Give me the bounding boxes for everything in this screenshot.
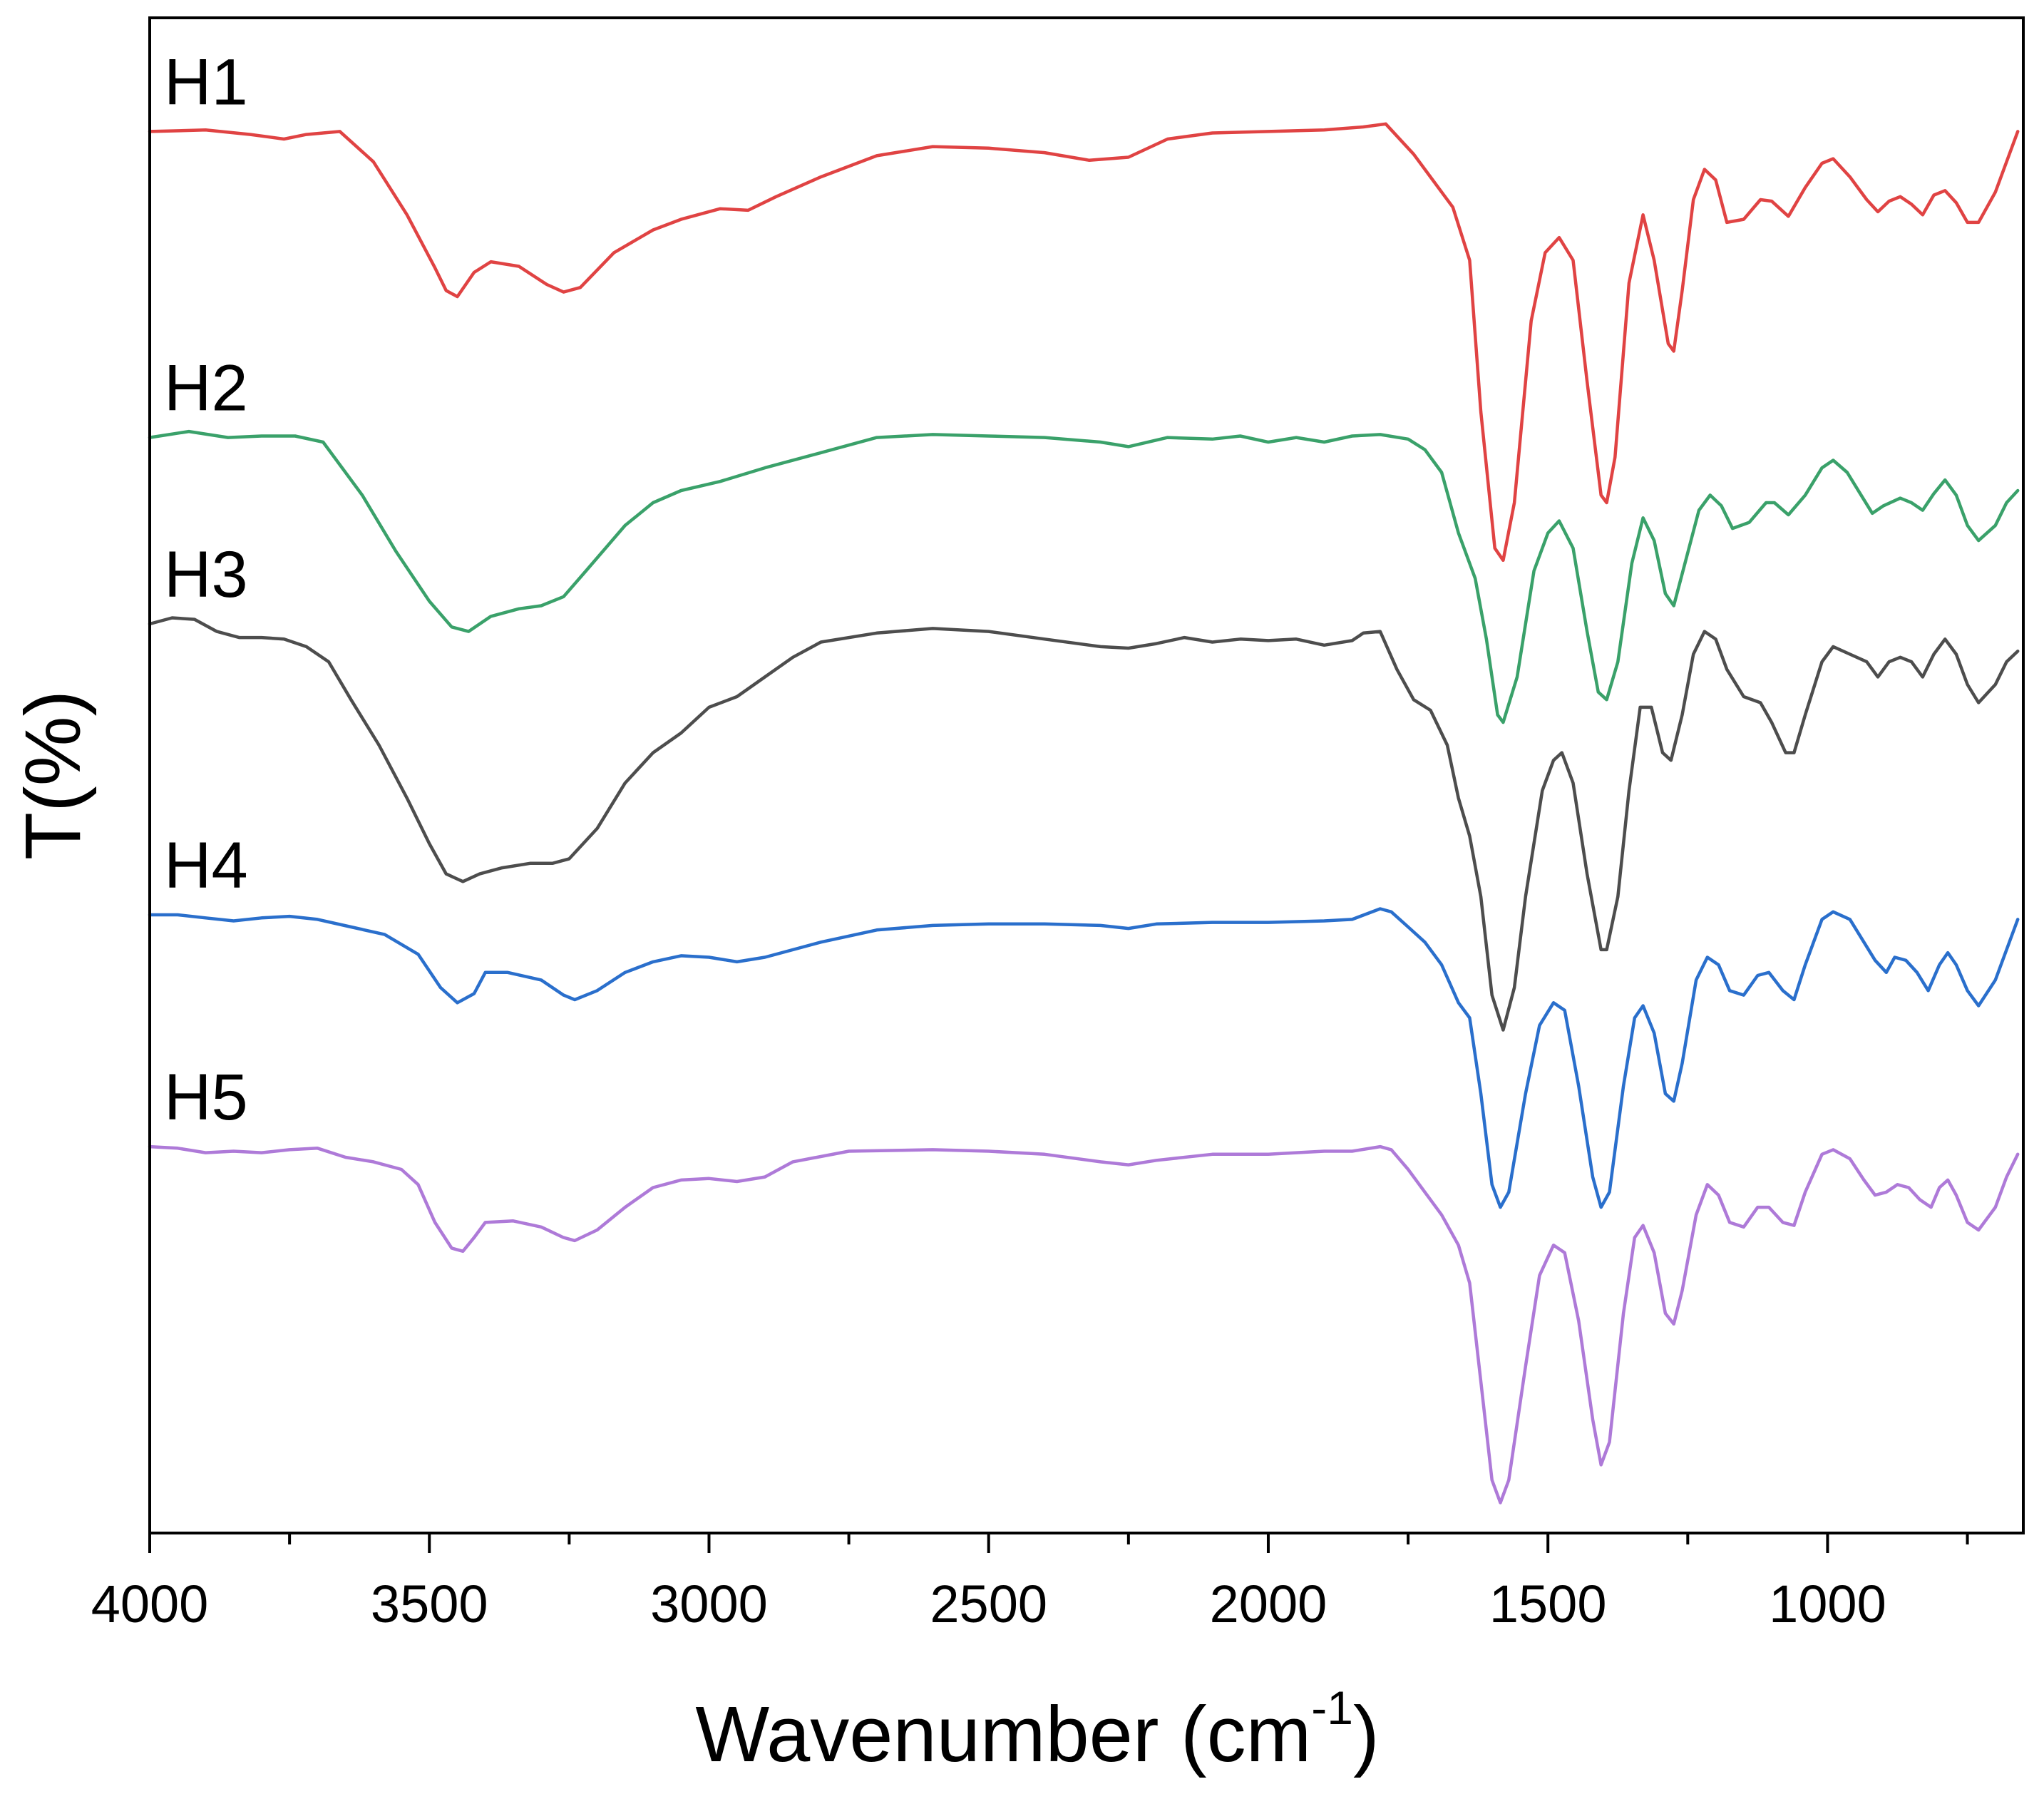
series-label-h3: H3 [164,538,248,611]
x-tick-label-1500: 1500 [1489,1574,1607,1634]
series-label-h4: H4 [164,829,248,902]
x-tick-label-4000: 4000 [91,1574,209,1634]
series-labels: H1 H2 H3 H4 H5 [164,46,248,1134]
series-label-h1: H1 [164,46,248,118]
y-axis-label: T(%) [9,690,97,860]
series-line-h2 [148,429,2020,724]
series-line-h1 [148,122,2020,563]
x-tick-label-2500: 2500 [930,1574,1047,1634]
series-group [148,122,2020,1505]
x-tick-label-2000: 2000 [1210,1574,1327,1634]
plot-frame [148,16,2025,1534]
series-line-h4 [148,907,2020,1209]
series-label-h5: H5 [164,1061,248,1134]
x-tick-label-1000: 1000 [1769,1574,1886,1634]
x-tick-label-3000: 3000 [650,1574,768,1634]
series-label-h2: H2 [164,352,248,425]
x-axis-ticks: 4000 3500 3000 2500 2000 1500 1000 [91,1533,1969,1634]
x-axis-label: Wavenumber (cm-1) [695,1681,1379,1778]
series-line-h5 [148,1144,2020,1505]
x-tick-label-3500: 3500 [371,1574,488,1634]
series-line-h3 [148,616,2020,1032]
